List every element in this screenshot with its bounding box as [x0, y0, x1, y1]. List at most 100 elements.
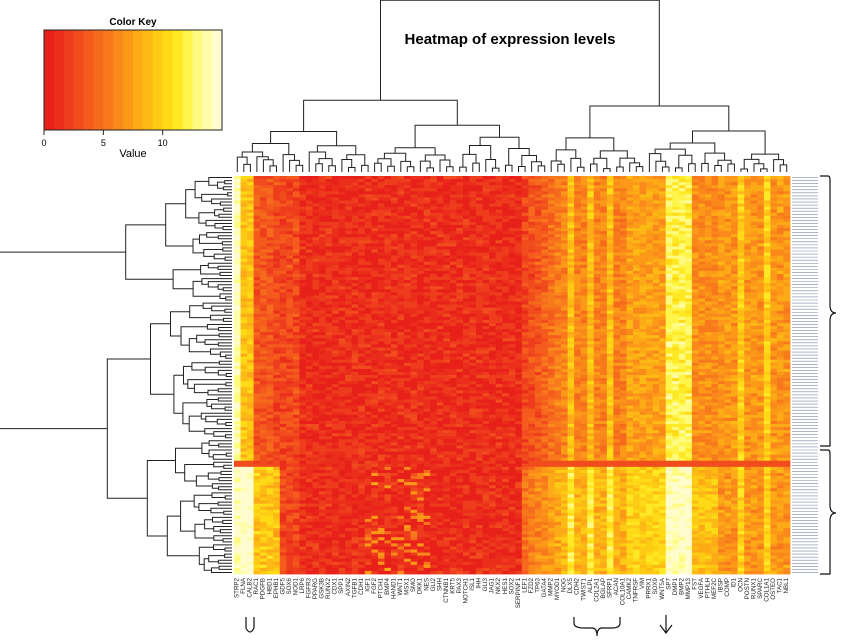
heatmap-cell	[593, 185, 601, 189]
heatmap-cell	[731, 301, 739, 305]
heatmap-cell	[783, 179, 791, 183]
heatmap-cell	[521, 200, 529, 204]
heatmap-cell	[358, 270, 366, 275]
heatmap-cell	[417, 188, 425, 192]
heatmap-cell	[587, 215, 595, 220]
heatmap-cell	[619, 255, 627, 260]
heatmap-cell	[462, 332, 470, 336]
heatmap-cell	[750, 319, 758, 324]
heatmap-cell	[606, 215, 614, 220]
heatmap-cell	[659, 267, 667, 272]
heatmap-cell	[253, 298, 261, 302]
heatmap-cell	[410, 289, 418, 293]
column-dendrogram-branch	[557, 163, 565, 172]
heatmap-cell	[633, 310, 640, 315]
heatmap-cell	[247, 264, 255, 269]
heatmap-cell	[266, 319, 274, 324]
heatmap-cell	[665, 212, 673, 217]
heatmap-cell	[495, 292, 503, 296]
heatmap-cell	[390, 191, 398, 195]
heatmap-cell	[495, 252, 503, 256]
heatmap-cell	[606, 283, 614, 287]
heatmap-cell	[495, 176, 503, 180]
heatmap-cell	[515, 203, 523, 208]
heatmap-cell	[508, 264, 516, 269]
heatmap-cell	[325, 188, 333, 192]
heatmap-cell	[528, 237, 536, 241]
heatmap-cell	[279, 200, 287, 204]
heatmap-cell	[547, 179, 555, 183]
heatmap-cell	[574, 255, 582, 260]
heatmap-cell	[776, 322, 784, 327]
heatmap-cell	[737, 277, 745, 281]
heatmap-cell	[345, 261, 353, 266]
heatmap-cell	[292, 322, 300, 327]
heatmap-cell	[286, 335, 294, 339]
heatmap-cell	[639, 209, 647, 214]
heatmap-cell	[528, 234, 536, 238]
heatmap-cell	[691, 332, 699, 336]
heatmap-cell	[417, 338, 425, 342]
heatmap-cell	[659, 252, 667, 256]
heatmap-cell	[305, 286, 313, 290]
heatmap-cell	[436, 292, 444, 296]
heatmap-cell	[456, 316, 464, 321]
heatmap-cell	[672, 338, 680, 342]
heatmap-cell	[332, 298, 340, 302]
heatmap-cell	[593, 280, 601, 284]
heatmap-cell	[286, 338, 294, 342]
heatmap-cell	[273, 307, 281, 312]
heatmap-cell	[345, 212, 353, 217]
heatmap-cell	[567, 264, 575, 269]
heatmap-cell	[253, 273, 261, 278]
heatmap-cell	[436, 224, 444, 229]
heatmap-cell	[443, 243, 451, 247]
heatmap-cell	[305, 313, 313, 318]
heatmap-cell	[332, 319, 340, 324]
heatmap-cell	[476, 228, 483, 232]
heatmap-cell	[685, 231, 693, 235]
heatmap-cell	[659, 338, 667, 342]
heatmap-cell	[443, 298, 451, 302]
heatmap-cell	[345, 292, 353, 296]
heatmap-cell	[299, 316, 307, 321]
heatmap-cell	[234, 283, 241, 287]
heatmap-cell	[698, 335, 706, 339]
heatmap-cell	[417, 329, 425, 333]
heatmap-cell	[417, 307, 425, 312]
heatmap-cell	[763, 231, 771, 235]
heatmap-cell	[744, 231, 752, 235]
heatmap-cell	[325, 249, 333, 253]
heatmap-cell	[469, 332, 477, 336]
heatmap-cell	[619, 203, 627, 208]
heatmap-cell	[659, 298, 667, 302]
heatmap-cell	[430, 243, 438, 247]
heatmap-cell	[744, 228, 752, 232]
heatmap-cell	[502, 335, 510, 339]
heatmap-cell	[443, 264, 451, 269]
heatmap-cell	[305, 329, 313, 333]
heatmap-cell	[279, 277, 287, 281]
heatmap-cell	[462, 255, 470, 260]
heatmap-cell	[410, 332, 418, 336]
heatmap-cell	[423, 209, 431, 214]
heatmap-cell	[685, 310, 693, 315]
heatmap-cell	[253, 206, 261, 211]
heatmap-cell	[404, 283, 412, 287]
heatmap-cell	[731, 329, 739, 333]
heatmap-cell	[266, 304, 274, 309]
heatmap-cell	[469, 206, 477, 211]
heatmap-cell	[266, 182, 274, 186]
heatmap-cell	[770, 221, 778, 226]
heatmap-cell	[338, 252, 346, 256]
heatmap-cell	[737, 316, 745, 321]
heatmap-cell	[600, 203, 608, 208]
heatmap-cell	[554, 289, 562, 293]
heatmap-cell	[737, 221, 745, 226]
heatmap-cell	[574, 338, 582, 342]
heatmap-cell	[606, 301, 614, 305]
heatmap-cell	[404, 322, 412, 327]
heatmap-cell	[593, 298, 601, 302]
heatmap-cell	[554, 267, 562, 272]
heatmap-cell	[561, 255, 568, 260]
